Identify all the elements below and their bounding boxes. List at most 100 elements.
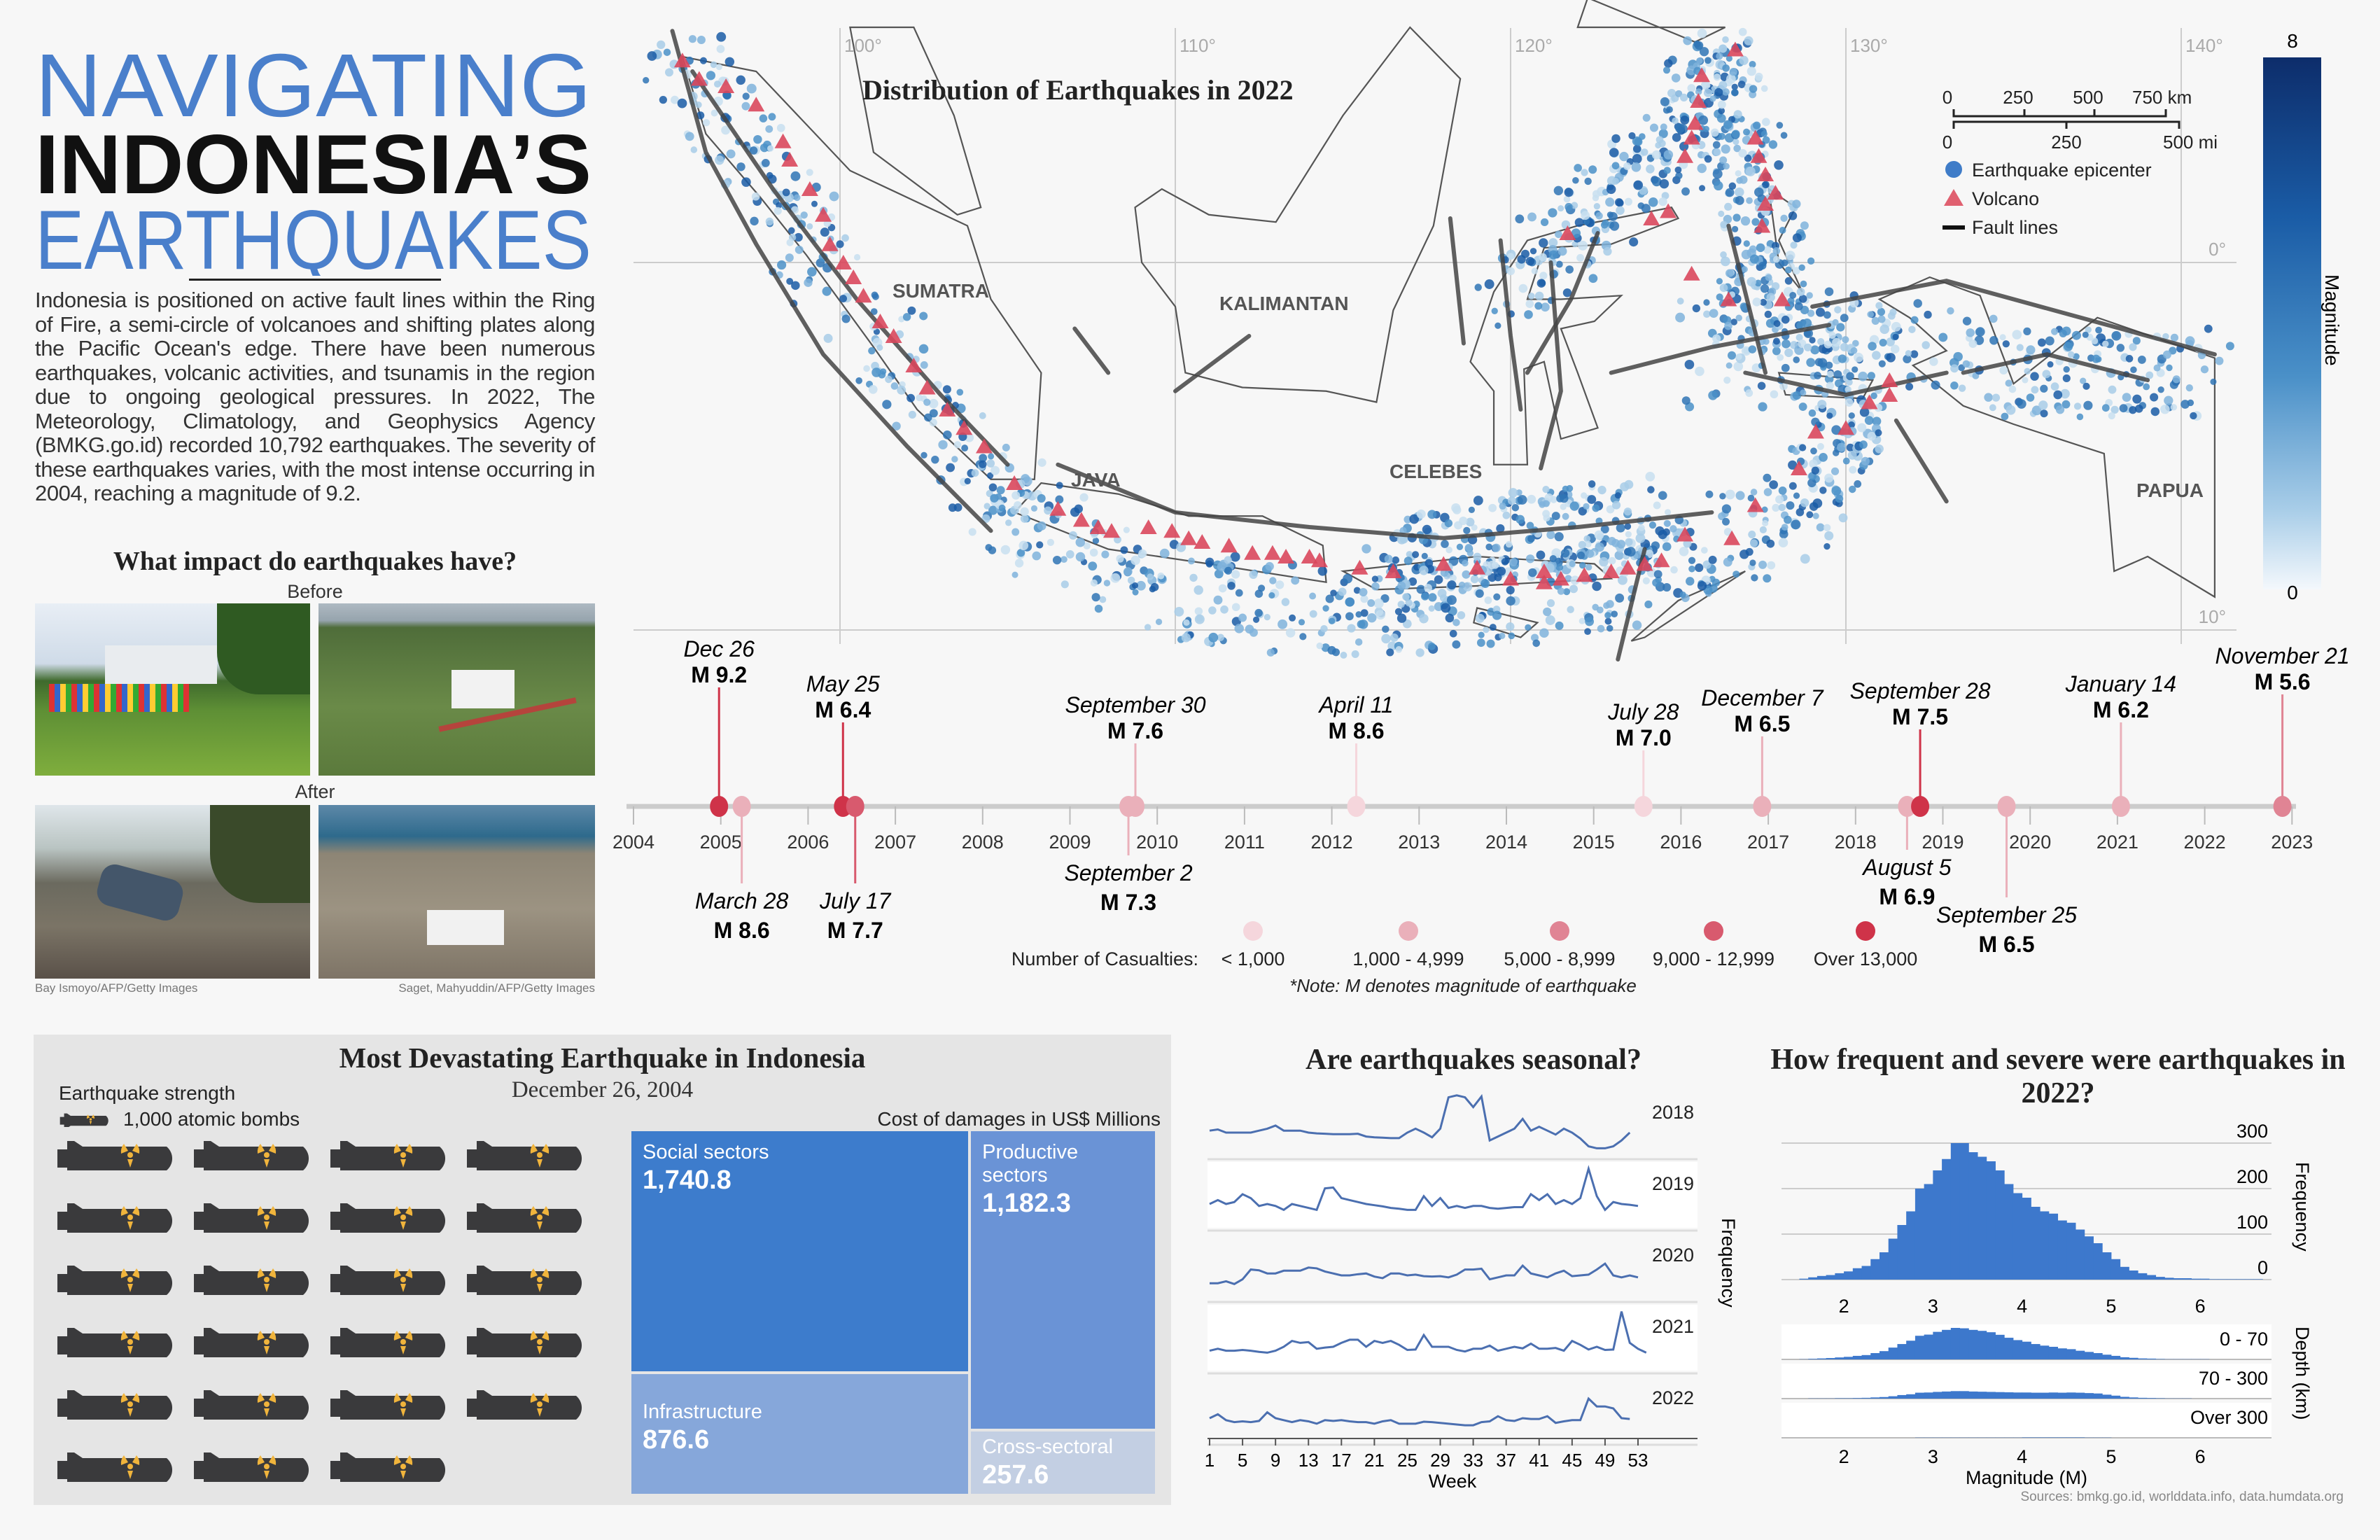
timeline-event: July 17 M 7.7 <box>819 796 892 943</box>
epicenter-dot <box>1719 284 1728 293</box>
epicenter-dot <box>807 267 817 277</box>
epicenter-dot <box>750 216 759 226</box>
volcano-marker <box>1750 148 1768 163</box>
epicenter-dot <box>1416 509 1426 519</box>
epicenter-dot <box>1800 498 1809 507</box>
epicenter-dot <box>2101 404 2110 412</box>
epicenter-dot <box>1842 457 1850 465</box>
epicenter-dot <box>920 361 928 369</box>
epicenter-dot <box>1231 603 1240 612</box>
epicenter-dot <box>1181 633 1191 643</box>
epicenter-dot <box>1060 580 1069 589</box>
epicenter-dot <box>1675 90 1683 97</box>
epicenter-dot <box>1745 389 1754 397</box>
epicenter-dot <box>1516 514 1525 524</box>
epicenter-dot <box>1800 280 1807 288</box>
epicenter-dot <box>1525 256 1535 266</box>
volcano-marker <box>673 52 691 68</box>
epicenter-dot <box>1684 359 1695 370</box>
epicenter-dot <box>1767 561 1776 570</box>
volcano-marker <box>1301 549 1318 564</box>
epicenter-dot <box>1489 624 1497 631</box>
volcano-marker <box>975 438 993 454</box>
epicenter-dot <box>1404 515 1412 524</box>
epicenter-dot <box>1536 550 1546 560</box>
epicenter-dot <box>1002 443 1010 451</box>
epicenter-dot <box>1376 610 1386 620</box>
epicenter-dot <box>1578 617 1586 624</box>
epicenter-dot <box>1762 118 1770 127</box>
epicenter-dot <box>2082 331 2089 338</box>
volcano-marker <box>1619 559 1637 575</box>
epicenter-dot <box>841 234 849 242</box>
epicenter-dot <box>1357 620 1366 629</box>
epicenter-dot <box>1921 341 1930 349</box>
island-outline-kalimantan <box>1134 26 1462 403</box>
epicenter-dot <box>1506 622 1515 631</box>
volcano-marker <box>1837 420 1854 435</box>
y-tick-label: 100 <box>2236 1212 2268 1233</box>
seasonal-panel-2022: 2022 <box>1208 1376 1698 1446</box>
epicenter-dot <box>2157 386 2164 393</box>
epicenter-dot <box>1775 495 1784 504</box>
longitude-label: 130° <box>1850 35 1888 56</box>
timeline-event: Dec 26M 9.2 <box>684 636 755 817</box>
epicenter-dot <box>971 469 979 477</box>
epicenter-dot <box>1859 407 1870 417</box>
epicenter-dot <box>1609 148 1619 158</box>
epicenter-dot <box>1733 144 1741 153</box>
epicenter-dot <box>1958 384 1966 392</box>
treemap-cell-social-sectors: Social sectors 1,740.8 <box>630 1130 970 1373</box>
epicenter-dot <box>1565 265 1574 274</box>
histogram-bar <box>2012 1193 2023 1280</box>
epicenter-dot <box>1466 550 1474 556</box>
epicenter-dot <box>1220 605 1228 614</box>
epicenter-dot <box>1739 55 1749 65</box>
epicenter-dot <box>1704 155 1712 163</box>
histogram-bar <box>1968 1152 1978 1280</box>
epicenter-dot <box>1625 547 1636 557</box>
timeline-event: January 14M 6.2 <box>2065 671 2176 817</box>
event-date: November 21 <box>2216 643 2350 668</box>
epicenter-dot <box>1238 613 1247 622</box>
epicenter-dot <box>767 145 774 152</box>
epicenter-dot <box>1447 580 1457 590</box>
depth-bar <box>2031 1344 2040 1359</box>
epicenter-dot <box>1583 535 1591 542</box>
epicenter-dot <box>1499 502 1506 510</box>
epicenter-dot <box>985 544 993 552</box>
epicenter-dot <box>1731 83 1738 90</box>
depth-bar <box>1835 1357 1844 1359</box>
title-divider <box>189 279 441 281</box>
epicenter-dot <box>1138 549 1147 558</box>
depth-bar <box>2048 1437 2059 1438</box>
volcano-marker <box>939 402 956 416</box>
epicenter-dot <box>1679 547 1689 556</box>
epicenter-dot <box>1849 465 1857 474</box>
event-magnitude: M 6.5 <box>1734 711 1790 736</box>
fault-line <box>1726 223 1768 375</box>
epicenter-dot <box>1554 532 1564 542</box>
panel-background <box>1208 1376 1698 1442</box>
epicenter-dot <box>766 172 774 179</box>
epicenter-dot <box>1788 482 1797 490</box>
epicenter-dot <box>1092 537 1100 545</box>
epicenter-dot <box>1989 314 1998 323</box>
volcano-marker <box>872 314 889 328</box>
epicenter-dot <box>1037 521 1046 531</box>
epicenter-dot <box>979 412 986 419</box>
epicenter-dot <box>1424 559 1434 568</box>
epicenter-dot <box>1812 512 1819 519</box>
atomic-bomb-icon <box>328 1389 461 1420</box>
y-tick-label: 0 <box>2258 1257 2268 1278</box>
epicenter-dot <box>1864 416 1874 425</box>
epicenter-dot <box>998 504 1006 512</box>
depth-bar <box>2066 1349 2076 1359</box>
epicenter-dot <box>1763 574 1772 583</box>
epicenter-dot <box>1578 540 1586 549</box>
epicenter-dot <box>1962 316 1972 326</box>
event-magnitude: M 7.5 <box>1892 704 1948 729</box>
volcano-marker <box>1220 538 1238 553</box>
epicenter-dot <box>1642 577 1650 584</box>
epicenter-dot <box>1892 333 1899 340</box>
